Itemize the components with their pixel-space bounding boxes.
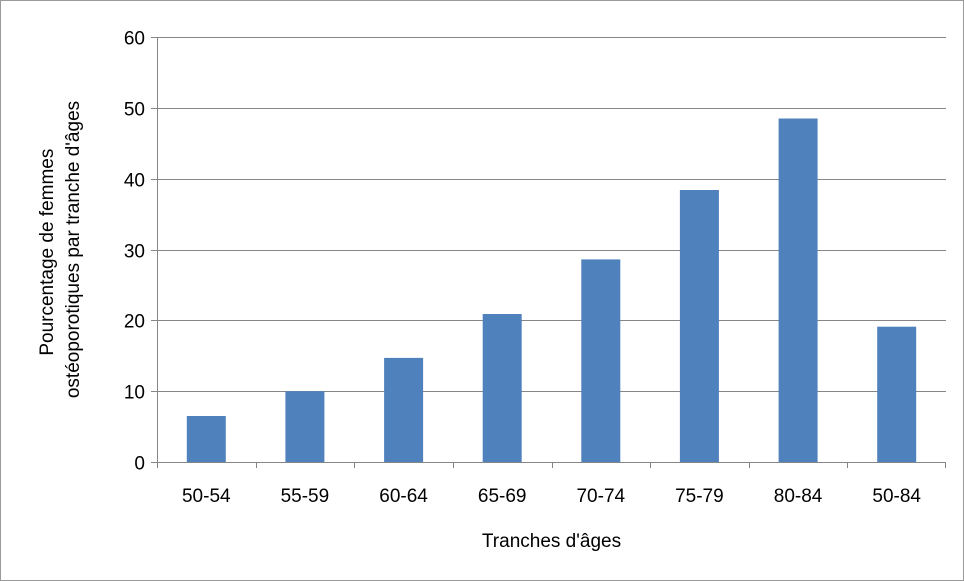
axes	[151, 37, 946, 468]
y-tick-label: 10	[124, 383, 145, 404]
y-tick-label: 20	[124, 312, 145, 333]
bar-70-74	[581, 259, 621, 462]
x-tick-label: 70-74	[576, 486, 625, 507]
x-tick-labels: 50-54 55-59 60-64 65-69 70-74 75-79 80-84 50-84	[182, 486, 921, 507]
y-tick-label: 0	[134, 454, 145, 475]
x-tick-label: 65-69	[478, 486, 527, 507]
bar-65-69	[482, 314, 522, 462]
y-tick-labels: 0 10 20 30 40 50 60	[124, 29, 145, 475]
x-tick-label: 55-59	[281, 486, 330, 507]
bar-75-79	[679, 190, 719, 462]
gridlines	[157, 37, 946, 392]
y-tick-label: 60	[124, 29, 145, 50]
bar-50-84	[877, 326, 917, 462]
x-axis-title: Tranches d'âges	[482, 531, 621, 552]
x-tick-label: 75-79	[675, 486, 724, 507]
bar-80-84	[778, 118, 818, 462]
y-axis-title-line-1: Pourcentage de femmes	[37, 149, 58, 356]
y-tick-label: 40	[124, 171, 145, 192]
y-axis-title: Pourcentage de femmes ostéoporotiques pa…	[37, 101, 84, 398]
x-tick-label: 50-54	[182, 486, 231, 507]
bar-50-54	[186, 416, 226, 462]
y-tick-label: 50	[124, 100, 145, 121]
bars	[186, 118, 917, 462]
bar-60-64	[384, 357, 424, 462]
x-tick-label: 50-84	[872, 486, 921, 507]
y-axis-title-line-2: ostéoporotiques par tranche d'âges	[63, 101, 84, 398]
bar-55-59	[285, 391, 325, 462]
x-tick-label: 80-84	[774, 486, 823, 507]
x-tick-label: 60-64	[379, 486, 428, 507]
y-tick-label: 30	[124, 242, 145, 263]
